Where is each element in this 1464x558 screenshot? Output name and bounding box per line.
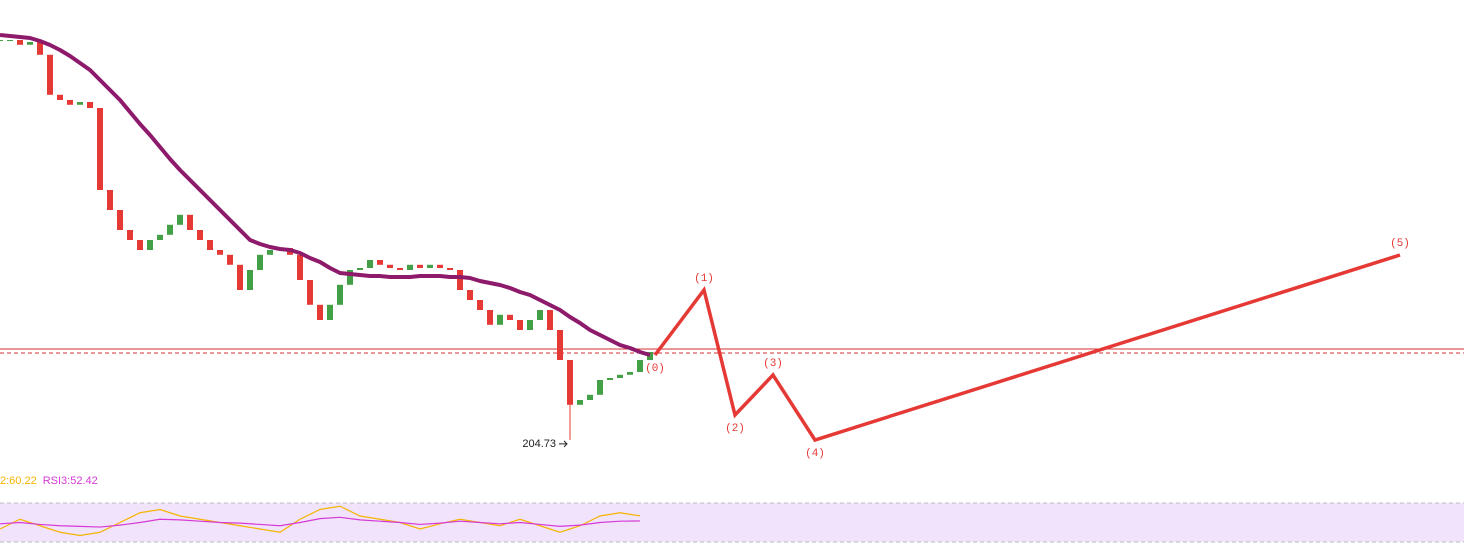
candle	[207, 240, 213, 250]
candle	[457, 270, 463, 290]
candle	[77, 102, 83, 105]
candle	[137, 240, 143, 250]
candle	[337, 284, 343, 305]
candle	[527, 320, 533, 330]
candle	[607, 378, 613, 380]
candle	[187, 214, 193, 230]
candle	[257, 254, 263, 270]
candle	[617, 374, 623, 378]
candle	[167, 224, 173, 235]
candle	[577, 400, 583, 405]
rsi-legend: 2:60.22	[0, 475, 37, 487]
candle	[507, 314, 513, 320]
candle	[37, 42, 43, 55]
candle	[47, 54, 53, 95]
low-label: 204.73	[522, 438, 556, 450]
candle	[197, 230, 203, 240]
candle	[327, 304, 333, 320]
candle	[437, 264, 443, 268]
wave-label: (0)	[645, 363, 665, 375]
candle	[27, 42, 33, 45]
candle	[107, 190, 113, 210]
candle	[387, 264, 393, 268]
candle	[417, 264, 423, 268]
candle	[557, 330, 563, 360]
candle	[267, 250, 273, 255]
candle	[597, 380, 603, 395]
candle	[147, 240, 153, 250]
rsi-legend: RSI3:52.42	[43, 475, 98, 487]
candle	[567, 360, 573, 405]
candle	[517, 320, 523, 330]
candle	[587, 394, 593, 400]
candle	[547, 310, 553, 330]
candle	[427, 264, 433, 268]
candle	[497, 314, 503, 325]
candle	[467, 290, 473, 300]
wave-label: (4)	[805, 448, 825, 460]
candle	[367, 260, 373, 268]
candle	[177, 214, 183, 225]
candle	[237, 264, 243, 290]
low-arrow	[559, 440, 568, 448]
wave-label: (5)	[1390, 238, 1410, 250]
candle	[97, 108, 103, 190]
candle	[397, 268, 403, 270]
candle	[347, 270, 353, 285]
wave-label: (3)	[763, 358, 783, 370]
candle	[7, 40, 13, 41]
candle	[247, 270, 253, 290]
candle	[357, 268, 363, 270]
candle	[447, 268, 453, 270]
candle	[127, 230, 133, 240]
rsi-line	[0, 516, 641, 528]
candle	[537, 310, 543, 320]
candle	[307, 280, 313, 305]
candle	[637, 360, 643, 372]
candle	[377, 260, 383, 265]
candle	[477, 300, 483, 310]
candle	[67, 100, 73, 105]
candle	[117, 210, 123, 230]
wave-label: (2)	[725, 423, 745, 435]
candle	[487, 310, 493, 325]
candle	[0, 40, 3, 41]
candle	[157, 234, 163, 240]
candle	[57, 94, 63, 100]
candle	[627, 372, 633, 375]
candle	[87, 102, 93, 108]
candle	[317, 304, 323, 320]
candle	[407, 264, 413, 270]
candle	[227, 254, 233, 265]
moving-average	[0, 33, 651, 357]
rsi-band	[0, 503, 1464, 542]
wave-label: (1)	[694, 273, 714, 285]
candle	[297, 254, 303, 280]
candle	[17, 40, 23, 45]
candle	[217, 250, 223, 255]
wave-line	[653, 253, 1401, 443]
candle	[647, 352, 653, 360]
